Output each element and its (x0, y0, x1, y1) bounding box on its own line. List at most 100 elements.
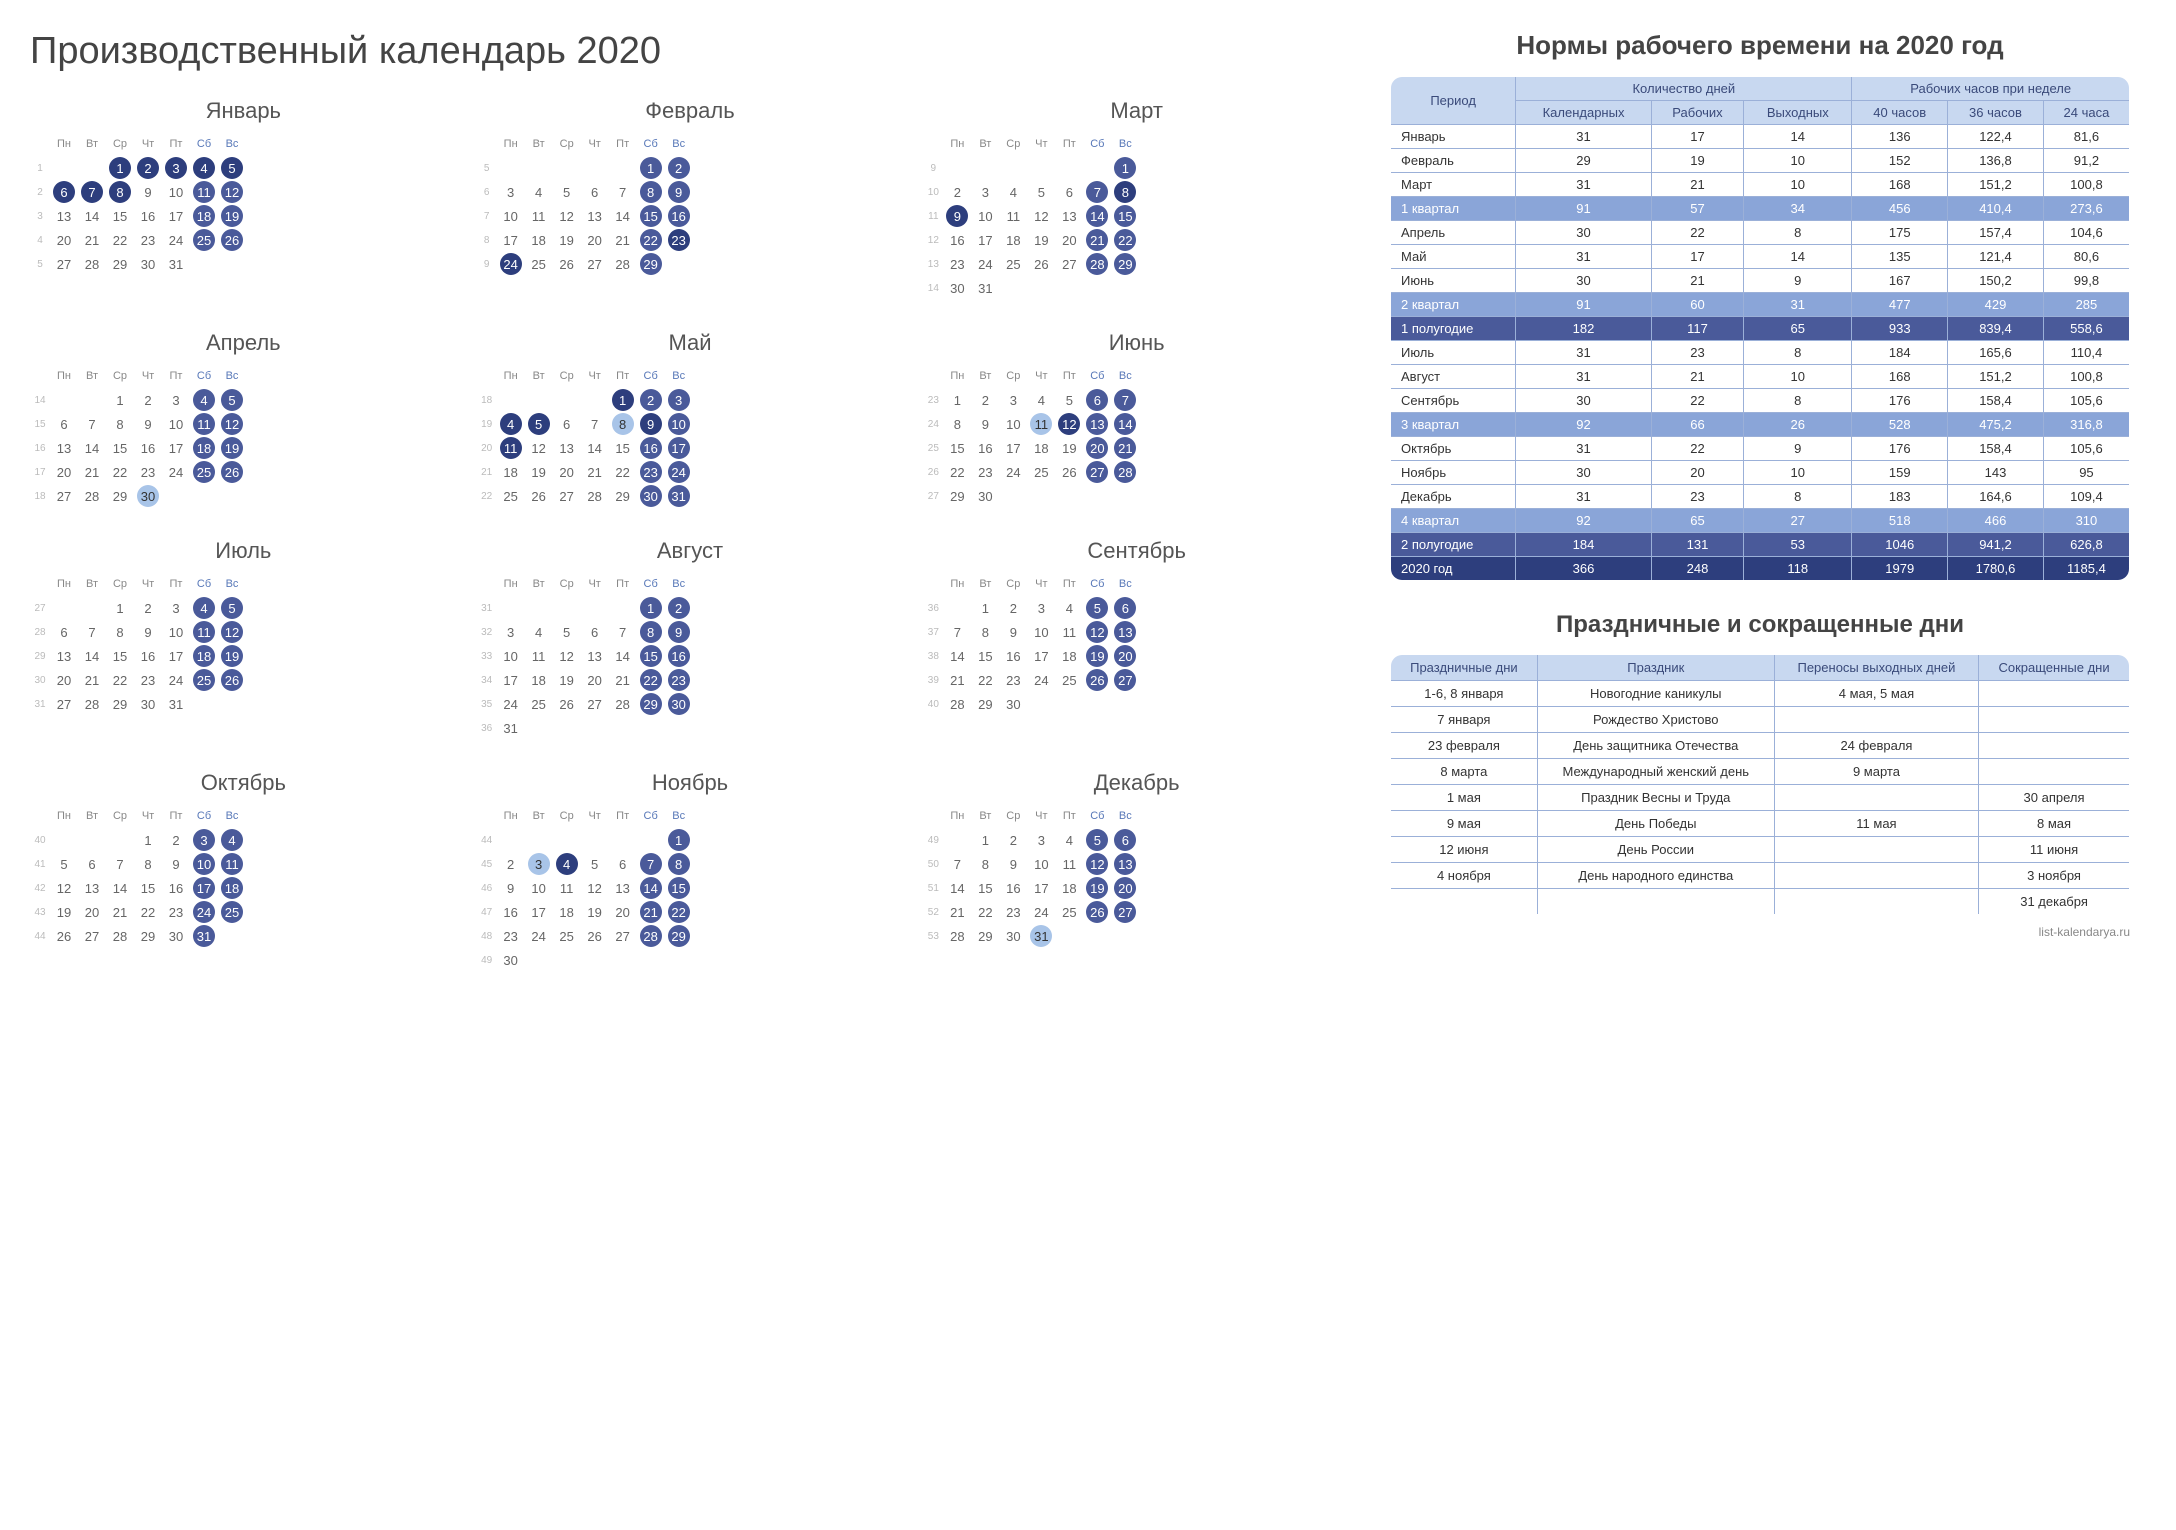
month-title: Февраль (477, 98, 904, 124)
norms-cell: 168 (1852, 365, 1948, 389)
norms-row: Май311714135121,480,6 (1391, 245, 2130, 269)
day-cell: 2 (971, 388, 999, 412)
day-cell: 17 (665, 436, 693, 460)
norms-cell: 157,4 (1948, 221, 2044, 245)
day-cell: 6 (581, 180, 609, 204)
th-days-group: Количество дней (1516, 77, 1852, 101)
day-cell: 27 (553, 484, 581, 508)
month: АпрельПнВтСрЧтПтСбВс14123451567891011121… (30, 330, 457, 508)
day-cell: 5 (1083, 596, 1111, 620)
day-cell: 18 (553, 900, 581, 924)
day-cell: 31 (162, 692, 190, 716)
norms-cell: 31 (1516, 341, 1652, 365)
norms-cell: 176 (1852, 389, 1948, 413)
day-cell: 19 (218, 204, 246, 228)
day-cell: 9 (134, 412, 162, 436)
day-cell: 18 (525, 228, 553, 252)
week-number: 5 (30, 252, 50, 276)
month-title: Ноябрь (477, 770, 904, 796)
norms-cell: 8 (1744, 485, 1852, 509)
day-cell: 6 (50, 620, 78, 644)
norms-cell: 99,8 (2043, 269, 2129, 293)
norms-cell: 95 (2043, 461, 2129, 485)
month: ФевральПнВтСрЧтПтСбВс5126345678971011121… (477, 98, 904, 300)
weekday-header: Пн (943, 132, 971, 156)
day-cell: 17 (162, 436, 190, 460)
day-cell: 15 (609, 436, 637, 460)
day-cell: 23 (665, 668, 693, 692)
day-cell: 11 (190, 412, 218, 436)
day-cell: 24 (525, 924, 553, 948)
day-cell: 11 (525, 204, 553, 228)
empty-cell (553, 156, 581, 180)
day-cell: 22 (106, 460, 134, 484)
day-cell: 27 (50, 484, 78, 508)
weekday-header: Пт (162, 132, 190, 156)
norms-cell: 122,4 (1948, 125, 2044, 149)
weekday-header: Вт (78, 572, 106, 596)
week-number: 42 (30, 876, 50, 900)
norms-row: Январь311714136122,481,6 (1391, 125, 2130, 149)
empty-cell (581, 388, 609, 412)
day-cell: 22 (134, 900, 162, 924)
holiday-cell: 11 июня (1979, 837, 2130, 863)
norms-cell: 135 (1852, 245, 1948, 269)
day-cell: 4 (525, 180, 553, 204)
weekday-header: Пт (1055, 132, 1083, 156)
holiday-cell: День Победы (1537, 811, 1774, 837)
norms-row: Ноябрь30201015914395 (1391, 461, 2130, 485)
week-number: 13 (923, 252, 943, 276)
day-cell: 11 (1027, 412, 1055, 436)
week-number: 7 (477, 204, 497, 228)
norms-cell: 168 (1852, 173, 1948, 197)
norms-row: 1 полугодие18211765933839,4558,6 (1391, 317, 2130, 341)
day-cell: 13 (78, 876, 106, 900)
norms-cell: Декабрь (1391, 485, 1516, 509)
week-number: 19 (477, 412, 497, 436)
holiday-cell: 7 января (1391, 707, 1538, 733)
weekday-header: Пт (609, 572, 637, 596)
week-number: 24 (923, 412, 943, 436)
holiday-row: 12 июняДень России11 июня (1391, 837, 2130, 863)
month-table: ПнВтСрЧтПтСбВс31123234567893310111213141… (477, 572, 693, 740)
day-cell: 11 (553, 876, 581, 900)
day-cell: 17 (525, 900, 553, 924)
holidays-table: Праздничные дни Праздник Переносы выходн… (1390, 654, 2130, 915)
norms-cell: 23 (1651, 485, 1743, 509)
empty-cell (1055, 692, 1083, 716)
weekday-header: Пт (162, 572, 190, 596)
day-cell: 2 (665, 156, 693, 180)
day-cell: 24 (971, 252, 999, 276)
norms-cell: 105,6 (2043, 437, 2129, 461)
norms-cell: 466 (1948, 509, 2044, 533)
day-cell: 2 (637, 388, 665, 412)
norms-cell: 1 квартал (1391, 197, 1516, 221)
norms-cell: 1185,4 (2043, 557, 2129, 581)
norms-cell: 1780,6 (1948, 557, 2044, 581)
empty-cell (581, 156, 609, 180)
week-number: 37 (923, 620, 943, 644)
norms-cell: 167 (1852, 269, 1948, 293)
weekday-header: Вт (78, 132, 106, 156)
empty-cell (637, 948, 665, 972)
empty-cell (1055, 276, 1083, 300)
day-cell: 8 (134, 852, 162, 876)
month-title: Март (923, 98, 1350, 124)
weekday-header: Пн (943, 804, 971, 828)
month-table: ПнВтСрЧтПтСбВс51263456789710111213141516… (477, 132, 693, 276)
norms-cell: 429 (1948, 293, 2044, 317)
month-table: ПнВтСрЧтПтСбВс14123451567891011121613141… (30, 364, 246, 508)
norms-cell: 57 (1651, 197, 1743, 221)
day-cell: 17 (162, 644, 190, 668)
week-number: 23 (923, 388, 943, 412)
day-cell: 1 (971, 828, 999, 852)
day-cell: 9 (999, 620, 1027, 644)
week-number: 43 (30, 900, 50, 924)
calendar-grid: ЯнварьПнВтСрЧтПтСбВс11234526789101112313… (30, 98, 1350, 972)
norms-cell: 143 (1948, 461, 2044, 485)
day-cell: 17 (497, 668, 525, 692)
norms-row: Июнь30219167150,299,8 (1391, 269, 2130, 293)
day-cell: 28 (943, 924, 971, 948)
day-cell: 20 (50, 460, 78, 484)
day-cell: 13 (50, 436, 78, 460)
